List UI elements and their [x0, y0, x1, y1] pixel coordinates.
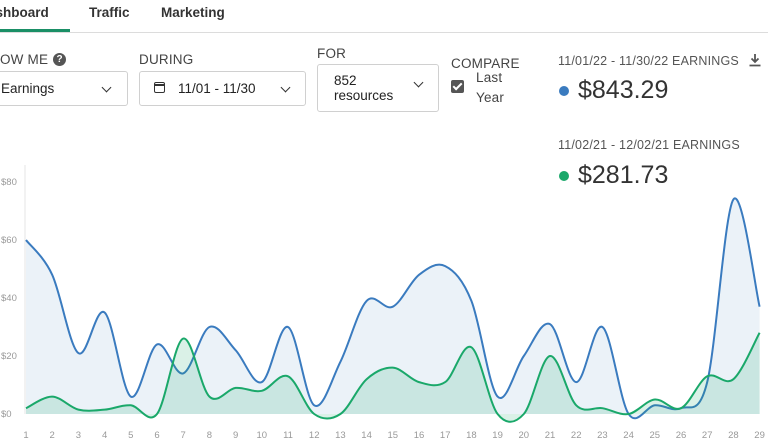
x-tick-label: 27 — [702, 430, 713, 441]
tab-bar: ashboard Traffic Marketing — [0, 0, 768, 33]
x-tick-label: 24 — [623, 430, 634, 441]
y-tick-label: $40 — [1, 293, 17, 304]
x-tick-label: 11 — [283, 430, 293, 441]
x-tick-label: 23 — [597, 430, 608, 441]
x-tick-label: 18 — [466, 430, 477, 441]
series-area-1 — [26, 332, 760, 422]
y-tick-label: $0 — [1, 409, 12, 420]
x-tick-label: 6 — [154, 430, 159, 441]
x-tick-label: 15 — [388, 430, 399, 441]
y-tick-label: $80 — [1, 177, 17, 188]
x-tick-label: 13 — [335, 430, 346, 441]
x-tick-label: 7 — [181, 430, 186, 441]
x-tick-label: 10 — [257, 430, 268, 441]
active-tab-indicator — [0, 29, 70, 32]
compare-label: COMPARE — [451, 56, 520, 71]
resources-select[interactable]: 852 resources — [317, 64, 439, 112]
tab-marketing[interactable]: Marketing — [161, 5, 225, 20]
x-tick-label: 14 — [361, 430, 372, 441]
chevron-down-icon — [413, 77, 424, 88]
x-tick-label: 25 — [650, 430, 661, 441]
compare-option-line2: Year — [476, 90, 505, 105]
chevron-down-icon — [280, 82, 291, 93]
current-earnings-label: 11/01/22 - 11/30/22 EARNINGS — [558, 54, 739, 68]
compare-option-line1: Last — [476, 70, 503, 85]
compare-checkbox[interactable] — [451, 80, 464, 93]
download-icon[interactable] — [748, 53, 762, 67]
x-tick-label: 29 — [754, 430, 765, 441]
x-tick-label: 28 — [728, 430, 739, 441]
x-tick-label: 21 — [545, 430, 556, 441]
y-tick-label: $20 — [1, 351, 17, 362]
previous-earnings-value: $281.73 — [578, 161, 669, 189]
during-label: DURING — [139, 52, 194, 67]
calendar-icon — [154, 82, 165, 93]
y-tick-label: $60 — [1, 235, 17, 246]
x-tick-label: 9 — [233, 430, 238, 441]
x-tick-label: 2 — [50, 430, 55, 441]
x-tick-label: 4 — [102, 430, 107, 441]
x-tick-label: 3 — [76, 430, 81, 441]
x-tick-label: 8 — [207, 430, 212, 441]
previous-earnings-label: 11/02/21 - 12/02/21 EARNINGS — [558, 138, 740, 152]
x-tick-label: 16 — [414, 430, 425, 441]
series-line-1 — [25, 332, 761, 423]
date-range-value: 11/01 - 11/30 — [178, 81, 256, 96]
x-tick-label: 17 — [440, 430, 451, 441]
x-tick-label: 19 — [492, 430, 503, 441]
x-tick-label: 26 — [676, 430, 687, 441]
current-earnings-value: $843.29 — [578, 76, 669, 104]
x-tick-label: 22 — [571, 430, 582, 441]
date-range-select[interactable]: 11/01 - 11/30 — [139, 71, 306, 106]
for-label: FOR — [317, 46, 347, 61]
previous-series-dot — [559, 171, 569, 181]
x-tick-label: 5 — [128, 430, 133, 441]
x-tick-label: 12 — [309, 430, 320, 441]
resources-count: 852 — [334, 73, 357, 88]
show-me-value: Earnings — [1, 81, 55, 96]
tab-dashboard[interactable]: ashboard — [0, 5, 49, 20]
show-me-select[interactable]: Earnings — [0, 71, 128, 106]
earnings-chart: $0$20$40$60$801 2 3 4 5 6 7 8 9 10 11 12 13 14 15 16 17 1… — [1, 165, 765, 441]
x-tick-label: 20 — [519, 430, 530, 441]
tab-traffic[interactable]: Traffic — [89, 5, 130, 20]
help-icon[interactable]: ? — [53, 53, 66, 66]
series-area-0 — [26, 198, 760, 419]
current-series-dot — [559, 86, 569, 96]
resources-label: resources — [334, 88, 394, 103]
show-me-label: IOW ME — [0, 52, 49, 67]
x-tick-label: 1 — [23, 430, 28, 441]
chevron-down-icon — [101, 82, 112, 93]
series-line-0 — [25, 197, 761, 420]
